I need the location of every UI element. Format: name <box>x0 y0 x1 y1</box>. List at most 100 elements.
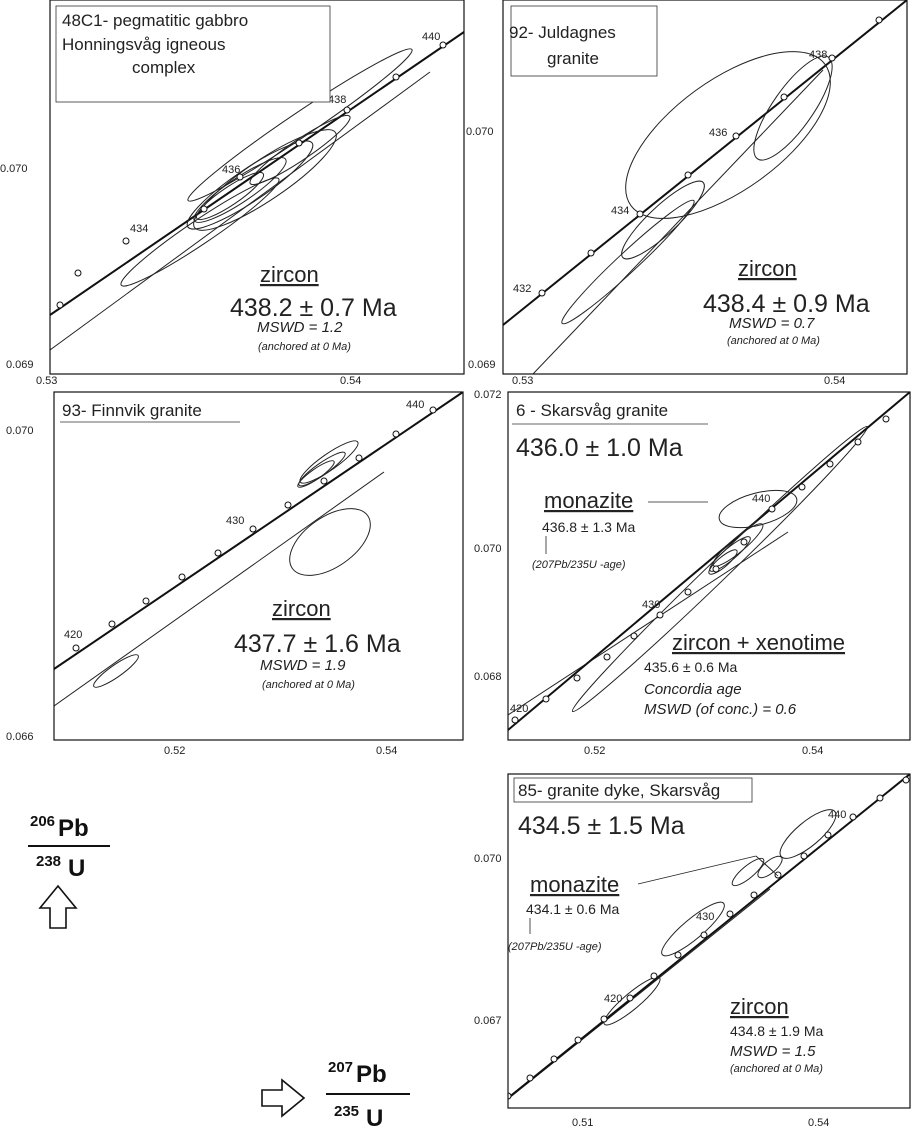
title-box <box>55 5 331 103</box>
concordia-ticks <box>538 16 883 297</box>
age-result: 438.4 ± 0.9 Ma <box>703 290 870 318</box>
error-ellipses <box>120 48 413 287</box>
age-label: 434 <box>130 223 148 235</box>
chart-48c1: 434 436 438 440 48C1- pegmatitic gabbro … <box>49 0 465 375</box>
x-num-isotope: 207 <box>328 1059 353 1076</box>
x-tick: 0.54 <box>802 745 823 757</box>
monazite-label: monazite <box>544 488 633 513</box>
plot-frame <box>502 0 908 375</box>
concordia-label: Concordia age <box>644 681 742 698</box>
y-tick: 0.070 <box>6 425 34 437</box>
y-tick: 0.066 <box>6 731 34 743</box>
age-label: 438 <box>328 94 346 106</box>
y-tick: 0.069 <box>468 359 496 371</box>
concordia-ticks <box>56 41 447 309</box>
mineral-label: zircon <box>260 262 319 287</box>
y-den-isotope: 238 <box>36 853 61 870</box>
age-label: 440 <box>752 493 770 505</box>
y-tick: 0.068 <box>474 671 502 683</box>
total-age: 436.0 ± 1.0 Ma <box>516 434 683 462</box>
mswd-text: MSWD (of conc.) = 0.6 <box>644 701 797 718</box>
monazite-leader <box>755 855 779 877</box>
plot-frame <box>49 0 465 375</box>
concordia-ticks <box>511 415 890 724</box>
age-label: 434 <box>611 205 629 217</box>
regression-line <box>54 471 385 707</box>
mswd-text: MSWD = 1.2 <box>257 319 343 336</box>
concordia-curve <box>508 774 910 1099</box>
concordia-curve <box>508 392 910 731</box>
y-tick: 0.070 <box>466 126 494 138</box>
x-axis-label: 207 Pb 235 U <box>261 1059 410 1132</box>
sample-title: 93- Finnvik granite <box>62 401 202 420</box>
plot-frame <box>507 773 911 1109</box>
x-tick: 0.53 <box>36 375 57 387</box>
x-tick: 0.54 <box>376 745 397 757</box>
concordia-ticks <box>72 406 437 652</box>
x-den-element: U <box>366 1105 383 1132</box>
anchored-text: (anchored at 0 Ma) <box>727 335 820 347</box>
age-label: 430 <box>642 599 660 611</box>
regression-line <box>50 71 431 351</box>
x-num-element: Pb <box>356 1061 387 1088</box>
concordia-ticks <box>508 776 910 1100</box>
x-tick: 0.52 <box>164 745 185 757</box>
error-ellipses <box>571 425 869 713</box>
sample-title: complex <box>132 58 196 77</box>
age-label: 440 <box>422 31 440 43</box>
sample-title: 48C1- pegmatitic gabbro <box>62 11 248 30</box>
error-ellipses <box>93 440 371 688</box>
x-tick: 0.54 <box>340 375 361 387</box>
y-tick: 0.070 <box>474 543 502 555</box>
y-num-isotope: 206 <box>30 813 55 830</box>
arrow-right-icon <box>261 1078 306 1118</box>
zircon-label: zircon <box>730 994 789 1019</box>
age-label: 420 <box>64 629 82 641</box>
regression-line <box>532 69 824 374</box>
title-box <box>513 777 753 803</box>
age-label: 430 <box>696 911 714 923</box>
monazite-age: 436.8 ± 1.3 Ma <box>542 519 636 535</box>
zircon-age: 434.8 ± 1.9 Ma <box>730 1023 824 1039</box>
y-tick: 0.072 <box>474 389 502 401</box>
age-label: 438 <box>809 49 827 61</box>
chart-85: 420 430 440 85- granite dyke, Skarsvåg 4… <box>507 773 911 1109</box>
x-tick: 0.52 <box>584 745 605 757</box>
age-label: 420 <box>604 993 622 1005</box>
sample-title: 85- granite dyke, Skarsvåg <box>518 781 720 800</box>
plot-frame <box>507 391 911 741</box>
monazite-note: (207Pb/235U -age) <box>508 941 602 953</box>
x-tick: 0.54 <box>808 1117 829 1129</box>
concordia-curve <box>54 392 463 670</box>
mswd-text: MSWD = 1.9 <box>260 657 346 674</box>
chart-92: 432 434 436 438 92- Juldagnes granite zi… <box>502 0 908 375</box>
y-den-element: U <box>68 855 85 882</box>
age-label: 440 <box>406 399 424 411</box>
monazite-label: monazite <box>530 872 619 897</box>
x-den-isotope: 235 <box>334 1103 359 1120</box>
y-num-element: Pb <box>58 815 89 842</box>
chart-93: 420 430 440 93- Finnvik granite zircon 4… <box>53 391 464 741</box>
age-label: 440 <box>828 809 846 821</box>
age-label: 432 <box>513 283 531 295</box>
x-tick: 0.51 <box>572 1117 593 1129</box>
zircon-age: 435.6 ± 0.6 Ma <box>644 659 738 675</box>
age-label: 436 <box>709 127 727 139</box>
sample-title: 6 - Skarsvåg granite <box>516 401 668 420</box>
monazite-age: 434.1 ± 0.6 Ma <box>526 901 620 917</box>
arrow-up-icon <box>38 884 78 929</box>
y-tick: 0.070 <box>0 163 28 175</box>
mswd-text: MSWD = 0.7 <box>729 315 815 332</box>
anchored-text: (anchored at 0 Ma) <box>262 679 355 691</box>
y-tick: 0.069 <box>6 359 34 371</box>
x-tick: 0.53 <box>512 375 533 387</box>
sample-title: 92- Juldagnes <box>509 23 616 42</box>
monazite-leader <box>637 855 757 885</box>
total-age: 434.5 ± 1.5 Ma <box>518 812 685 840</box>
age-label: 430 <box>226 515 244 527</box>
y-tick: 0.067 <box>474 1015 502 1027</box>
mineral-label: zircon <box>272 596 331 621</box>
y-axis-label: 206 Pb 238 U <box>28 813 110 929</box>
chart-6: 420 430 440 6 - Skarsvåg granite 436.0 ±… <box>507 391 911 741</box>
age-label: 420 <box>510 703 528 715</box>
